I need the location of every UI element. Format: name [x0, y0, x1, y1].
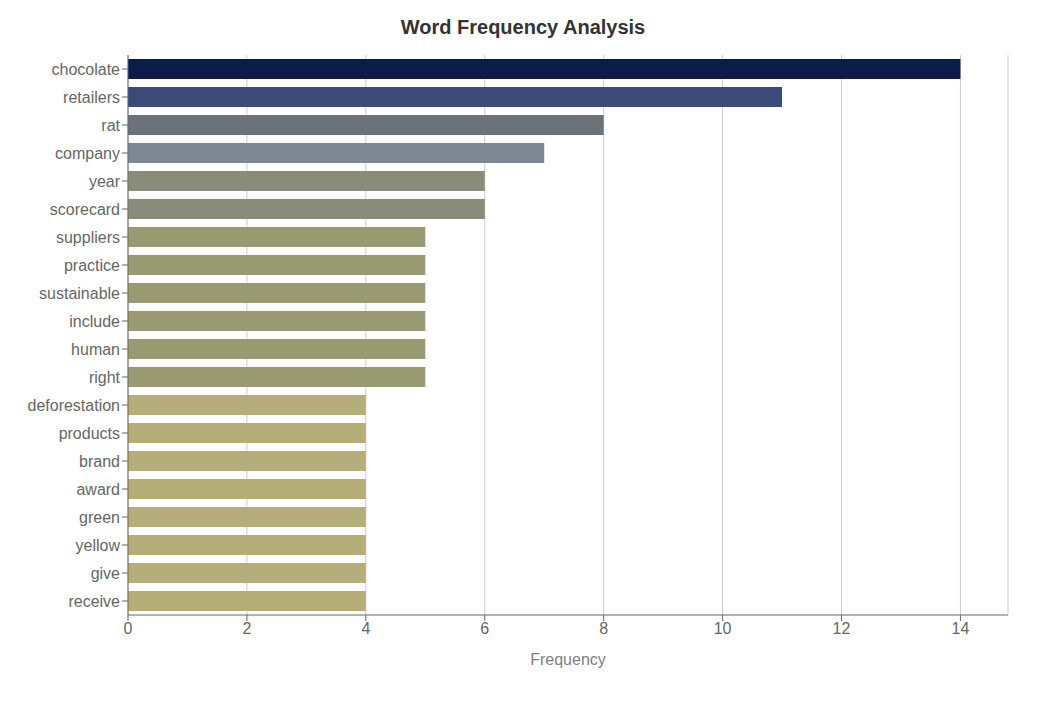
svg-text:green: green	[79, 509, 120, 526]
svg-text:0: 0	[124, 620, 133, 637]
svg-text:sustainable: sustainable	[39, 285, 120, 302]
svg-text:10: 10	[714, 620, 732, 637]
svg-text:award: award	[76, 481, 120, 498]
svg-text:deforestation: deforestation	[27, 397, 120, 414]
svg-text:company: company	[55, 145, 120, 162]
html-text:Word Frequency Analysis: Word Frequency Analysis	[400, 16, 646, 38]
svg-text:retailers: retailers	[63, 89, 120, 106]
svg-text:brand: brand	[79, 453, 120, 470]
svg-text:give: give	[91, 565, 120, 582]
svg-text:Frequency: Frequency	[530, 651, 606, 668]
svg-text:year: year	[89, 173, 121, 190]
svg-text:suppliers: suppliers	[56, 229, 120, 246]
svg-text:receive: receive	[68, 593, 120, 610]
svg-text:practice: practice	[64, 257, 120, 274]
svg-text:right: right	[89, 369, 121, 386]
svg-text:4: 4	[361, 620, 370, 637]
svg-text:8: 8	[599, 620, 608, 637]
svg-text:scorecard: scorecard	[50, 201, 120, 218]
svg-text:chocolate: chocolate	[52, 61, 121, 78]
svg-text:12: 12	[833, 620, 851, 637]
svg-text:yellow: yellow	[76, 537, 121, 554]
svg-text:14: 14	[952, 620, 970, 637]
svg-text:2: 2	[242, 620, 251, 637]
svg-text:include: include	[69, 313, 120, 330]
svg-text:products: products	[59, 425, 120, 442]
svg-text:6: 6	[480, 620, 489, 637]
svg-text:rat: rat	[101, 117, 120, 134]
svg-text:human: human	[71, 341, 120, 358]
